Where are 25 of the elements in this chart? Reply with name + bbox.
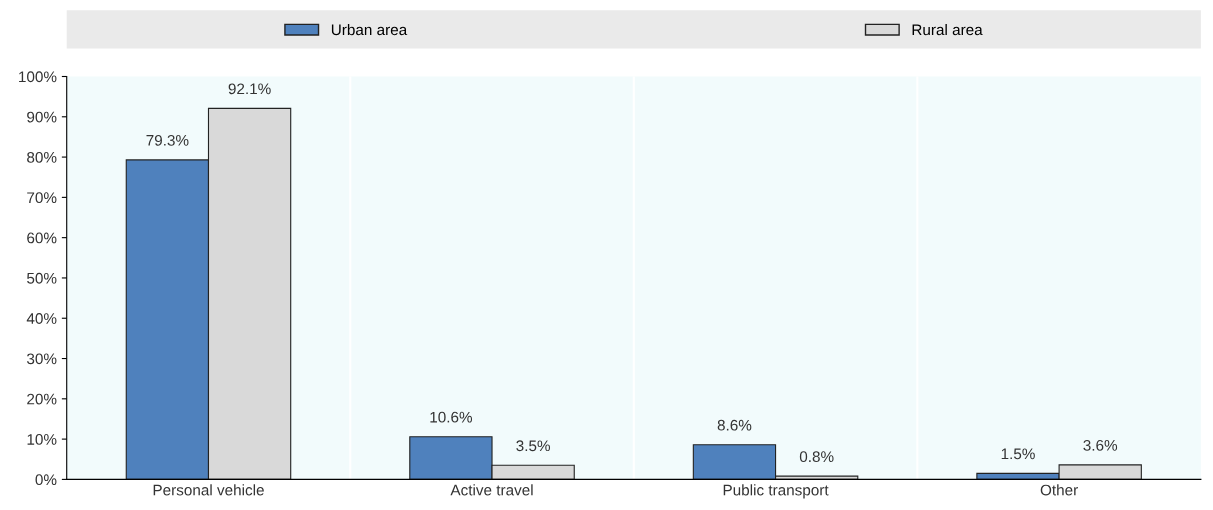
y-tick-label: 70% xyxy=(27,192,57,204)
y-tick-label: 40% xyxy=(26,313,57,324)
data-label: 92.1% xyxy=(228,83,271,95)
data-label: 79.3% xyxy=(146,134,189,146)
data-label: 8.6% xyxy=(717,419,752,431)
legend-label: Urban area xyxy=(331,23,408,36)
data-label: 0.8% xyxy=(799,451,834,463)
legend-label: Rural area xyxy=(912,23,983,36)
data-label: 1.5% xyxy=(1001,448,1035,460)
x-tick-label: Personal vehicle xyxy=(153,484,264,496)
y-tick-label: 30% xyxy=(27,353,57,365)
y-tick-label: 100% xyxy=(19,71,57,83)
y-tick-label: 60% xyxy=(27,232,57,244)
y-tick-label: 90% xyxy=(27,111,57,123)
x-tick-label: Active travel xyxy=(450,484,533,496)
data-label: 3.6% xyxy=(1083,439,1118,451)
y-tick-label: 0% xyxy=(35,474,57,486)
y-tick-label: 50% xyxy=(27,272,57,284)
data-label: 3.5% xyxy=(516,440,550,452)
y-tick-label: 80% xyxy=(27,151,57,163)
x-tick-label: Other xyxy=(1040,484,1078,496)
y-tick-label: 10% xyxy=(27,433,57,445)
y-tick-label: 20% xyxy=(27,393,57,405)
data-label: 10.6% xyxy=(430,411,473,423)
x-tick-label: Public transport xyxy=(723,484,829,499)
